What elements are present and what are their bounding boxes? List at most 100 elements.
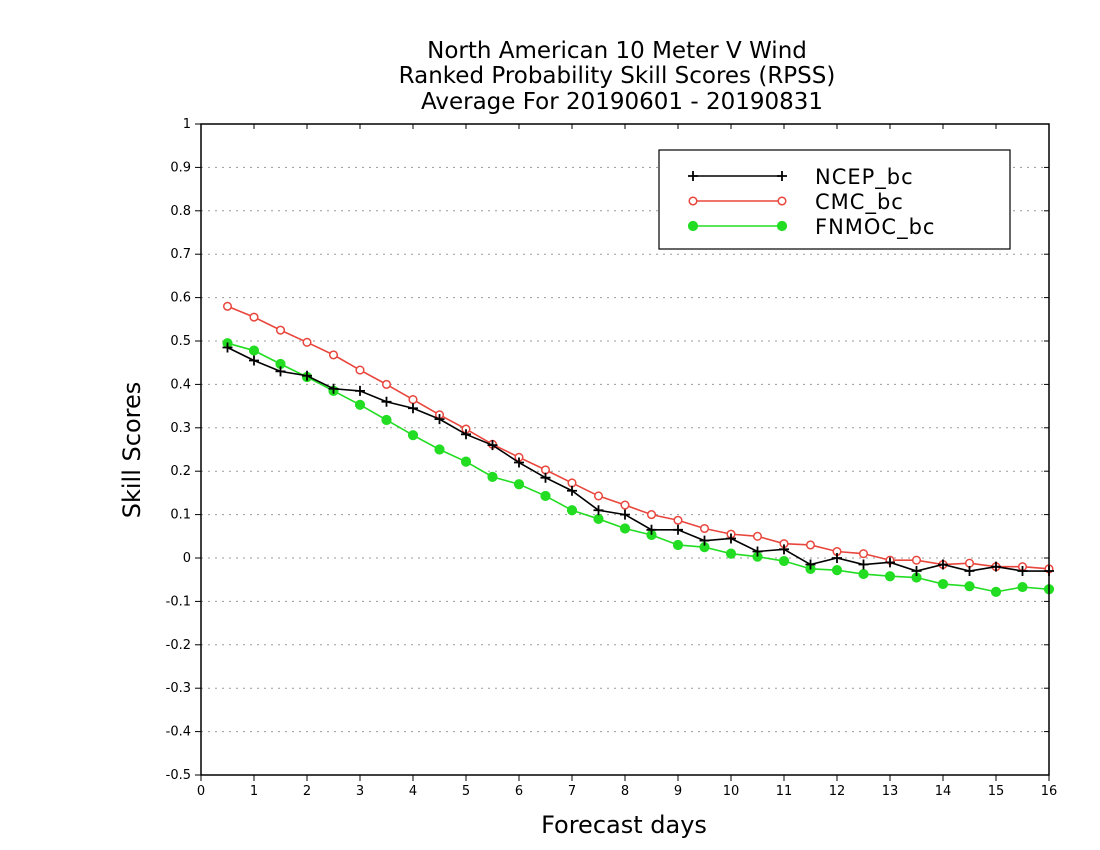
data-point-ncep-bc xyxy=(249,355,259,366)
data-point-ncep-bc xyxy=(381,396,392,407)
chart-title-line-1: North American 10 Meter V Wind xyxy=(427,38,807,64)
x-tick-label: 9 xyxy=(674,784,682,799)
data-point-fnmoc-bc xyxy=(831,565,843,576)
data-point-ncep-bc xyxy=(328,383,339,394)
data-point-fnmoc-bc xyxy=(354,399,366,410)
data-point-fnmoc-bc xyxy=(1017,581,1028,593)
y-tick-label: 0.4 xyxy=(170,377,191,392)
legend-marker xyxy=(688,196,698,206)
data-point-ncep-bc xyxy=(567,485,577,496)
data-point-cmc-bc xyxy=(673,515,683,525)
y-tick-label: 0 xyxy=(183,551,191,566)
y-tick-label: -0.1 xyxy=(166,594,191,609)
legend-box xyxy=(658,149,1011,250)
data-point-fnmoc-bc xyxy=(778,555,790,567)
y-tick-label: -0.4 xyxy=(166,725,191,740)
legend-item-fnmoc-bc: FNMOC_bc xyxy=(687,215,935,240)
data-point-ncep-bc xyxy=(487,440,498,451)
data-point-fnmoc-bc xyxy=(381,414,392,426)
x-tick-label: 13 xyxy=(882,784,899,799)
x-tick-label: 11 xyxy=(776,784,793,799)
data-point-fnmoc-bc xyxy=(566,505,578,516)
y-tick-label: -0.2 xyxy=(166,638,191,653)
data-point-ncep-bc xyxy=(593,505,604,516)
data-point-cmc-bc xyxy=(328,350,339,360)
x-tick-label: 2 xyxy=(303,784,311,799)
legend-marker xyxy=(777,171,787,181)
data-point-ncep-bc xyxy=(302,370,312,381)
data-point-fnmoc-bc xyxy=(884,571,896,582)
data-point-ncep-bc xyxy=(858,559,869,570)
data-point-ncep-bc xyxy=(620,509,630,520)
data-point-ncep-bc xyxy=(646,524,657,535)
x-tick-label: 14 xyxy=(935,784,952,799)
data-point-cmc-bc xyxy=(408,395,418,405)
x-tick-label: 12 xyxy=(829,784,846,799)
data-point-cmc-bc xyxy=(275,325,286,335)
data-point-fnmoc-bc xyxy=(937,578,949,590)
y-tick-label: 0.2 xyxy=(170,464,191,479)
data-point-ncep-bc xyxy=(752,546,763,557)
data-point-fnmoc-bc xyxy=(725,548,737,559)
data-point-ncep-bc xyxy=(779,544,789,555)
data-point-cmc-bc xyxy=(805,540,816,550)
y-tick-label: -0.5 xyxy=(166,768,191,783)
data-point-cmc-bc xyxy=(355,365,365,375)
series-line xyxy=(227,305,1050,570)
grid-lines xyxy=(201,166,1049,733)
y-tick-label: 0.7 xyxy=(170,247,191,262)
legend-label: NCEP_bc xyxy=(815,165,914,190)
legend-item-cmc-bc: CMC_bc xyxy=(688,190,904,215)
y-tick-label: -0.3 xyxy=(166,681,191,696)
data-point-ncep-bc xyxy=(1017,566,1028,577)
data-point-cmc-bc xyxy=(858,549,869,559)
data-point-ncep-bc xyxy=(540,472,551,483)
data-point-cmc-bc xyxy=(752,531,763,541)
x-tick-label: 15 xyxy=(988,784,1005,799)
data-point-cmc-bc xyxy=(699,523,710,534)
series-layer xyxy=(222,301,1055,597)
legend-label: FNMOC_bc xyxy=(815,215,935,240)
x-tick-label: 1 xyxy=(250,784,258,799)
data-point-ncep-bc xyxy=(461,429,471,440)
series-ncep-bc xyxy=(222,342,1054,577)
series-line xyxy=(227,342,1050,593)
data-point-fnmoc-bc xyxy=(540,490,551,502)
y-tick-label: 0.3 xyxy=(170,421,191,436)
data-point-cmc-bc xyxy=(381,379,392,389)
x-tick-label: 6 xyxy=(515,784,523,799)
data-point-ncep-bc xyxy=(964,566,975,577)
x-tick-label: 10 xyxy=(723,784,740,799)
x-tick-label: 16 xyxy=(1041,784,1058,799)
plot-frame xyxy=(200,123,1050,776)
data-point-fnmoc-bc xyxy=(248,345,260,356)
data-point-fnmoc-bc xyxy=(407,430,419,441)
data-point-fnmoc-bc xyxy=(619,523,631,534)
data-point-ncep-bc xyxy=(991,561,1001,572)
data-point-ncep-bc xyxy=(911,566,922,577)
legend-item-ncep-bc: NCEP_bc xyxy=(688,165,914,190)
data-point-ncep-bc xyxy=(673,524,683,535)
data-point-ncep-bc xyxy=(832,553,842,563)
data-point-ncep-bc xyxy=(355,385,365,396)
chart-title-line-3: Average For 20190601 - 20190831 xyxy=(421,89,823,115)
data-point-fnmoc-bc xyxy=(593,513,604,525)
x-tick-label: 3 xyxy=(356,784,364,799)
data-point-fnmoc-bc xyxy=(487,471,498,482)
legend-marker xyxy=(777,196,787,206)
axes: -0.5 -0.4 -0.3 -0.2 -0.1 0 0.1 0.2 0.3 0.4 0.5 0.6 0… xyxy=(166,117,1058,799)
data-point-cmc-bc xyxy=(646,510,657,520)
y-axis-title: Skill Scores xyxy=(118,382,146,519)
data-point-ncep-bc xyxy=(514,457,524,468)
legend-label: CMC_bc xyxy=(815,190,904,215)
data-point-fnmoc-bc xyxy=(672,539,684,551)
data-point-ncep-bc xyxy=(726,533,736,544)
data-point-fnmoc-bc xyxy=(513,479,525,490)
data-point-cmc-bc xyxy=(911,555,922,565)
legend-marker xyxy=(776,220,788,232)
y-tick-label: 0.6 xyxy=(170,291,191,306)
data-point-cmc-bc xyxy=(593,491,604,501)
chart-title-line-2: Ranked Probability Skill Scores (RPSS) xyxy=(399,63,836,89)
